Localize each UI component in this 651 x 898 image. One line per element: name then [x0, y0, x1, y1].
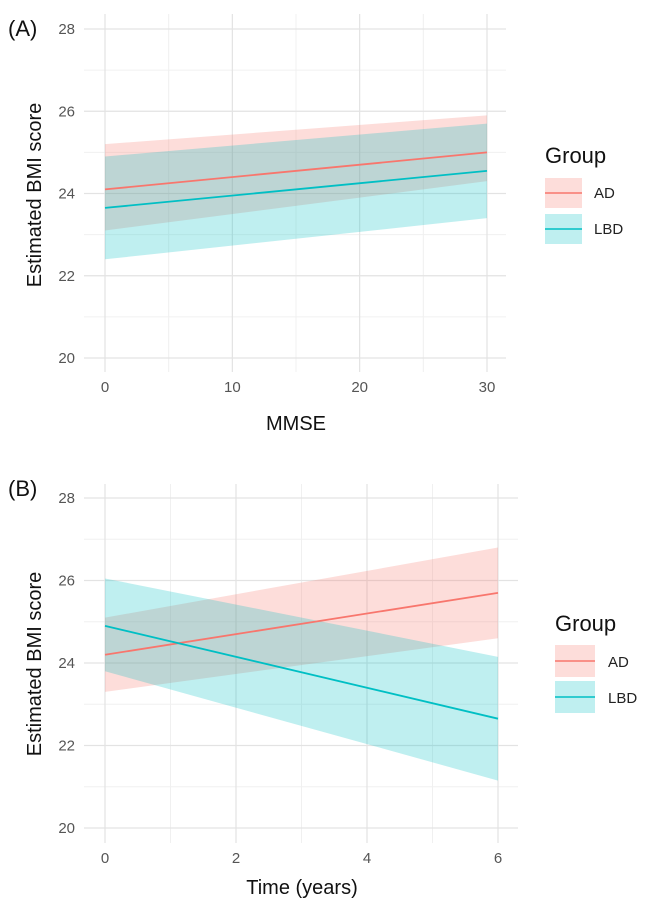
series-line-lbd	[104, 169, 488, 209]
confidence-band-ad	[105, 547, 498, 692]
panel-a-bands	[105, 115, 487, 260]
panel-b-x-axis-title: Time (years)	[246, 877, 357, 898]
panel-a-legend-ad-label: AD	[594, 185, 615, 202]
series-line-lbd	[104, 624, 499, 720]
panel-a-legend-lbd-label: LBD	[594, 221, 623, 238]
x-tick-label: 6	[494, 850, 502, 867]
panel-a-x-axis-title: MMSE	[266, 413, 326, 435]
panel-b-legend: Group AD LBD	[555, 611, 637, 713]
panel-b-grid	[84, 484, 518, 843]
y-tick-label: 26	[58, 573, 75, 590]
x-tick-label: 30	[479, 379, 496, 396]
panel-a-ticks: 0 10 20 30 20 22 24 26 28	[58, 21, 495, 396]
panel-b-lines	[104, 591, 499, 720]
y-tick-label: 28	[58, 490, 75, 507]
x-tick-label: 4	[363, 850, 371, 867]
panel-b-legend-title: Group	[555, 611, 616, 636]
panel-a-legend: Group AD LBD	[545, 143, 623, 244]
x-tick-label: 10	[224, 379, 241, 396]
x-tick-label: 0	[101, 850, 109, 867]
y-tick-label: 26	[58, 103, 75, 120]
panel-a: (A) 0 10 20 30 20 22 24 26 28 MMSE Estimated BMI…	[8, 14, 623, 435]
x-tick-label: 2	[232, 850, 240, 867]
panel-b-legend-ad-label: AD	[608, 654, 629, 671]
y-tick-label: 28	[58, 21, 75, 38]
y-tick-label: 22	[58, 268, 75, 285]
panel-a-grid	[84, 14, 506, 372]
y-tick-label: 20	[58, 350, 75, 367]
x-tick-label: 20	[351, 379, 368, 396]
x-tick-label: 0	[101, 379, 109, 396]
series-line-ad	[104, 151, 488, 191]
panel-b-legend-lbd-label: LBD	[608, 690, 637, 707]
y-tick-label: 24	[58, 186, 75, 203]
panel-b-bands	[105, 547, 498, 781]
panel-a-label: (A)	[8, 16, 37, 41]
confidence-band-lbd	[105, 123, 487, 260]
panel-b-label: (B)	[8, 476, 37, 501]
panel-b-y-axis-title: Estimated BMI score	[24, 572, 46, 757]
panel-a-legend-title: Group	[545, 143, 606, 168]
panel-a-y-axis-title: Estimated BMI score	[24, 103, 46, 288]
series-line-ad	[104, 591, 499, 656]
confidence-band-lbd	[105, 578, 498, 781]
panel-a-lines	[104, 151, 488, 209]
y-tick-label: 22	[58, 738, 75, 755]
y-tick-label: 24	[58, 655, 75, 672]
confidence-band-ad	[105, 115, 487, 231]
y-tick-label: 20	[58, 820, 75, 837]
